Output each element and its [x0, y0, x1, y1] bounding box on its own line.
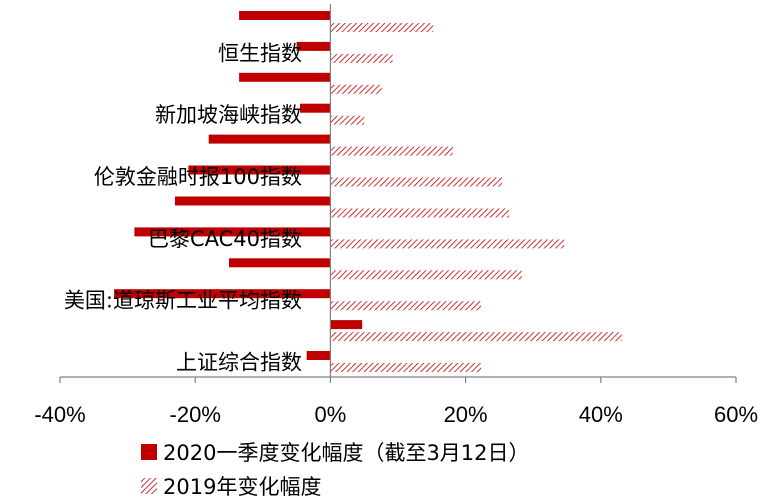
category-labels: 上证综合指数 美国:道琼斯工业平均指数 巴黎CAC40指数 伦敦金融时报100指数 新加… — [64, 41, 302, 374]
legend-swatch-2019 — [141, 478, 157, 494]
x-tick-label: -20% — [170, 402, 221, 427]
legend: 2020一季度变化幅度（截至3月12日） 2019年变化幅度 — [141, 441, 530, 499]
category-label: 恒生指数 — [218, 41, 302, 65]
bar-2020-9 — [239, 72, 331, 82]
bar-2020-10 — [296, 41, 331, 51]
x-tick-label: 60% — [714, 402, 758, 427]
bar-2019-11 — [330, 23, 434, 32]
bar-2019-7 — [330, 146, 453, 156]
x-tick-label: 0% — [315, 402, 347, 427]
bar-2019-2 — [330, 301, 482, 311]
bar-2019-5 — [330, 208, 509, 218]
bar-2020-6 — [188, 165, 331, 175]
bar-2019-4 — [330, 239, 565, 249]
x-axis: -40% -20% 0% 20% 40% 60% — [34, 4, 758, 427]
x-tick-label: -40% — [34, 402, 85, 427]
bar-2019-9 — [330, 84, 382, 94]
bar-2020-8 — [300, 103, 331, 113]
category-label: 上证综合指数 — [176, 351, 302, 375]
bar-2019-0 — [330, 363, 482, 372]
bar-2020-3 — [229, 258, 331, 268]
bar-2020-4 — [134, 227, 331, 237]
x-tick-label: 20% — [444, 402, 488, 427]
category-label: 伦敦金融时报100指数 — [94, 165, 302, 189]
legend-swatch-2020 — [141, 444, 157, 460]
bar-2019-6 — [330, 177, 503, 187]
bar-2019-1 — [330, 332, 622, 342]
bar-2020-11 — [239, 11, 331, 20]
category-label: 新加坡海峡指数 — [155, 103, 302, 127]
bar-2020-1 — [330, 320, 363, 330]
bar-2020-2 — [114, 289, 331, 299]
category-label: 美国:道琼斯工业平均指数 — [64, 289, 302, 313]
bar-2019-10 — [330, 53, 393, 63]
bar-2020-0 — [306, 351, 331, 360]
category-label: 巴黎CAC40指数 — [148, 227, 302, 251]
plot-area — [114, 11, 622, 372]
bar-2020-7 — [208, 134, 331, 144]
legend-label-2020: 2020一季度变化幅度（截至3月12日） — [163, 441, 530, 465]
bar-2019-8 — [330, 115, 365, 125]
legend-label-2019: 2019年变化幅度 — [163, 475, 321, 499]
bar-2020-5 — [174, 196, 331, 206]
bar-2019-3 — [330, 270, 522, 280]
x-tick-label: 40% — [579, 402, 623, 427]
